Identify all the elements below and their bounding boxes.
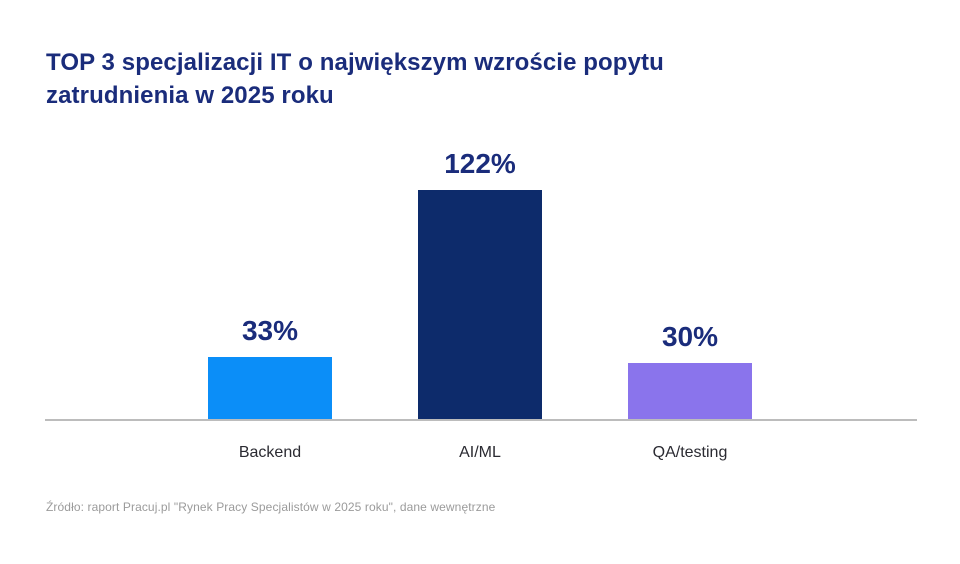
bar-value-label-aiml: 122% (444, 148, 516, 179)
bar-group-aiml: 122% (418, 147, 542, 419)
category-label-qa-testing: QA/testing (652, 444, 728, 461)
bar-backend (208, 357, 332, 419)
bar-aiml (418, 190, 542, 419)
bar-qa-testing (628, 363, 752, 419)
source-note: Źródło: raport Pracuj.pl "Rynek Pracy Sp… (46, 500, 496, 514)
bar-value-label-qa-testing: 30% (661, 321, 719, 352)
category-label-backend: Backend (238, 444, 302, 461)
bar-group-qa-testing: 30% (628, 320, 752, 419)
x-axis-baseline (45, 419, 917, 421)
bar-group-backend: 33% (208, 314, 332, 419)
bar-value-label-backend: 33% (241, 315, 299, 346)
chart-title: TOP 3 specjalizacji IT o największym wzr… (46, 49, 664, 109)
category-label-aiml: AI/ML (459, 444, 501, 461)
